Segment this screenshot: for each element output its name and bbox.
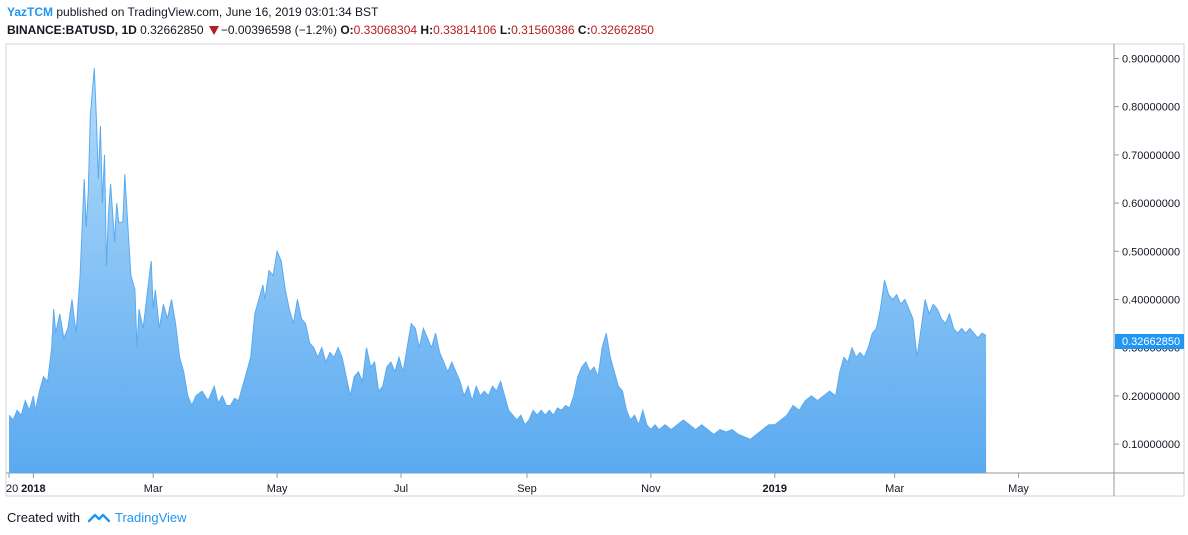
price-axis-label: 0.60000000 [1122, 198, 1180, 210]
high-label: H: [420, 23, 434, 37]
price-axis-label: 0.40000000 [1122, 294, 1180, 306]
author-link[interactable]: YazTCM [7, 5, 54, 19]
low-value: 0.31560386 [511, 23, 575, 37]
price-axis[interactable]: 0.90000000 0.80000000 0.70000000 0.60000000… [1114, 53, 1180, 451]
price-axis-label: 0.90000000 [1122, 53, 1180, 65]
price-axis-label: 0.50000000 [1122, 246, 1180, 258]
time-axis-label: Mar [144, 483, 163, 495]
price-axis-label: 0.20000000 [1122, 391, 1180, 403]
time-axis-label: Nov [641, 483, 661, 495]
close-value: 0.32662850 [590, 23, 654, 37]
price-axis-label: 0.70000000 [1122, 150, 1180, 162]
time-axis-label: Jul [394, 483, 408, 495]
price-area-fill [9, 68, 987, 473]
open-label: O: [340, 23, 354, 37]
tradingview-brand-link[interactable]: TradingView [115, 510, 187, 525]
tradingview-logo-icon [87, 513, 110, 523]
time-axis-label: 2019 [763, 483, 787, 495]
time-axis[interactable]: 20 2018 Mar May Jul Sep Nov 2019 Mar May [6, 473, 1029, 495]
time-axis-label: 2018 [21, 483, 45, 495]
time-axis-label: May [1008, 483, 1029, 495]
close-label: C: [577, 23, 591, 37]
symbol-legend: BINANCE:BATUSD, 1D 0.32662850 −0.0039659… [7, 23, 654, 37]
footer: Created with TradingView [7, 510, 187, 525]
price-axis-label: 0.80000000 [1122, 102, 1180, 114]
last-price: 0.32662850 [140, 23, 204, 37]
open-value: 0.33068304 [353, 23, 418, 37]
high-value: 0.33814106 [433, 23, 497, 37]
down-triangle-icon [208, 26, 219, 35]
time-axis-label: Sep [517, 483, 537, 495]
symbol-label: BINANCE:BATUSD, 1D [7, 23, 137, 37]
chart-frame [5, 43, 1185, 497]
price-change: −0.00396598 (−1.2%) [220, 23, 337, 37]
created-with-text: Created with [7, 510, 80, 525]
time-axis-label: 20 [6, 483, 18, 495]
last-price-badge: 0.32662850 [1115, 334, 1184, 349]
last-price-badge-text: 0.32662850 [1122, 336, 1180, 348]
publish-info: YazTCM published on TradingView.com, Jun… [7, 5, 378, 19]
published-text: published on TradingView.com, June 16, 2… [56, 5, 379, 19]
price-line [8, 68, 987, 440]
time-axis-label: May [267, 483, 288, 495]
time-axis-label: Mar [885, 483, 904, 495]
low-label: L: [499, 23, 512, 37]
price-axis-label: 0.10000000 [1122, 439, 1180, 451]
